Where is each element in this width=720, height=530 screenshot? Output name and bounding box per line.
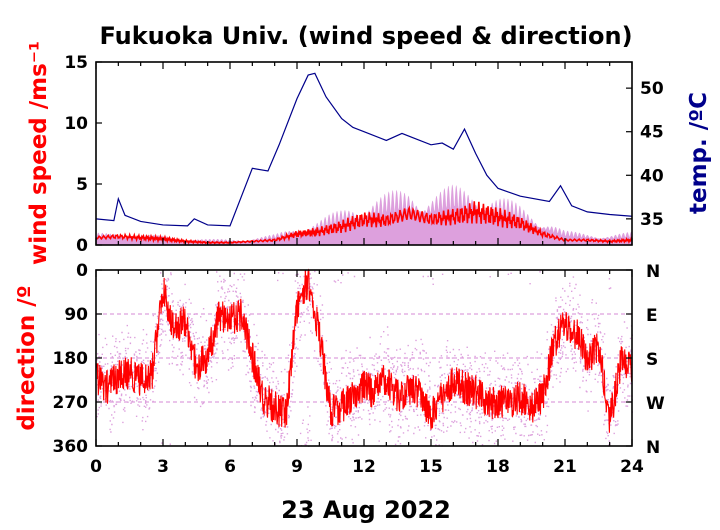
gust-area xyxy=(96,184,632,245)
temperature-tick-label: 45 xyxy=(640,123,664,143)
direction-trace xyxy=(95,268,633,433)
wind-speed-tick-label: 15 xyxy=(64,53,88,73)
temperature-tick-label: 35 xyxy=(640,210,664,230)
compass-tick-label: N xyxy=(646,438,660,458)
temperature-axis-label: temp. /ºC xyxy=(686,92,712,214)
direction-tick-label: 360 xyxy=(53,437,89,457)
wind-speed-tick-label: 5 xyxy=(76,175,88,195)
x-tick-label: 15 xyxy=(419,457,443,477)
compass-tick-label: N xyxy=(646,262,660,282)
compass-tick-label: S xyxy=(646,350,658,370)
x-tick-label: 0 xyxy=(90,457,102,477)
direction-tick-label: 90 xyxy=(64,305,88,325)
x-tick-label: 6 xyxy=(224,457,236,477)
direction-tick-label: 180 xyxy=(53,349,89,369)
date-label: 23 Aug 2022 xyxy=(281,496,451,524)
chart-axes: 0 5 10 15 35 40 45 50 0 90 180 270 360 N E S W N 0 3 6 9 12 15 1… xyxy=(53,53,666,477)
direction-gust-points xyxy=(96,270,633,447)
compass-tick-label: W xyxy=(646,394,665,414)
temperature-tick-label: 50 xyxy=(640,79,664,99)
wind-speed-axis-label: wind speed /ms⁻¹ xyxy=(26,41,52,265)
x-tick-label: 3 xyxy=(157,457,169,477)
chart-title: Fukuoka Univ. (wind speed & direction) xyxy=(99,22,632,50)
direction-tick-label: 270 xyxy=(53,393,89,413)
x-tick-label: 12 xyxy=(352,457,376,477)
wind-speed-tick-label: 0 xyxy=(76,236,88,256)
chart-marks xyxy=(95,72,633,447)
temperature-tick-label: 40 xyxy=(640,166,664,186)
direction-tick-label: 0 xyxy=(76,261,88,281)
wind-speed-tick-label: 10 xyxy=(64,114,88,134)
direction-axis-label: direction /º xyxy=(14,285,40,430)
compass-tick-label: E xyxy=(646,306,658,326)
x-tick-label: 24 xyxy=(620,457,644,477)
x-tick-label: 21 xyxy=(553,457,577,477)
x-tick-label: 9 xyxy=(291,457,303,477)
temperature-line xyxy=(95,72,633,227)
x-tick-label: 18 xyxy=(486,457,510,477)
